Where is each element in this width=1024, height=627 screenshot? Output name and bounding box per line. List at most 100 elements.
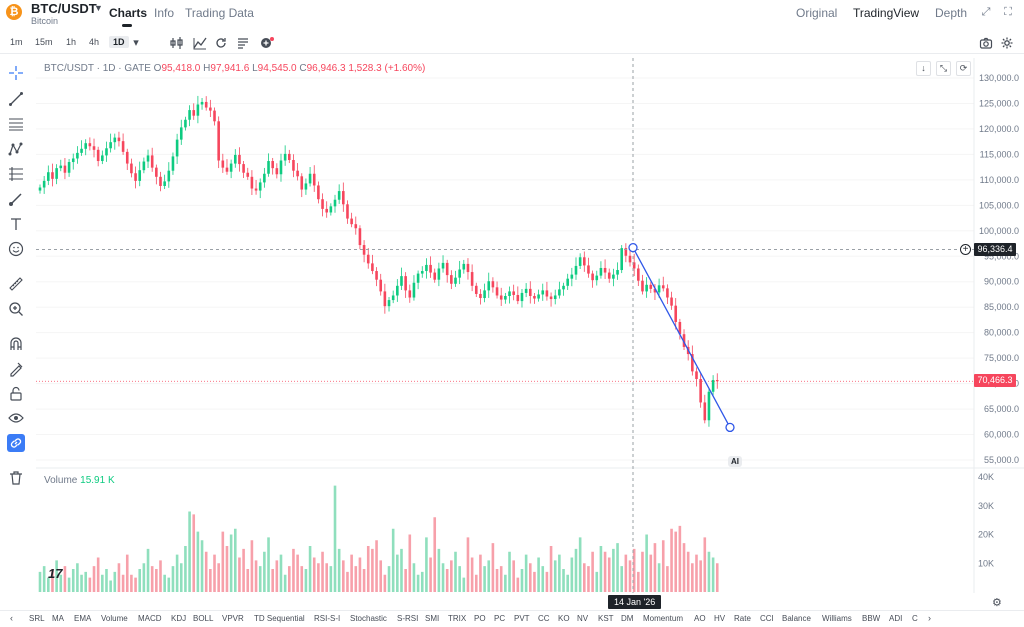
volume-bar [400, 548, 403, 592]
fullscreen-icon[interactable]: ⛶ [1004, 6, 1012, 18]
indicator-item[interactable]: BOLL [193, 614, 214, 623]
crosshair-tool-icon[interactable] [7, 64, 25, 82]
indicator-item[interactable]: TRIX [448, 614, 467, 623]
timeframe-15m[interactable]: 15m [35, 37, 53, 47]
axis-settings-icon[interactable]: ⚙ [992, 597, 1002, 609]
indicator-item[interactable]: TD Sequential [254, 614, 305, 623]
candle-type-icon[interactable] [170, 36, 184, 50]
indicator-item[interactable]: BBW [862, 614, 881, 623]
indicator-item[interactable]: HV [714, 614, 726, 623]
indicator-item[interactable]: PVT [514, 614, 530, 623]
volume-bar [117, 563, 121, 592]
add-indicator-icon[interactable] [259, 36, 274, 50]
indicator-item[interactable]: MA [52, 614, 64, 623]
volume-bar [661, 540, 665, 592]
indicator-item[interactable]: CC [538, 614, 550, 623]
indicator-item[interactable]: PO [474, 614, 486, 623]
tab-info[interactable]: Info [154, 6, 175, 20]
view-tradingview[interactable]: TradingView [853, 6, 920, 20]
volume-bar [599, 546, 603, 592]
add-alert-icon[interactable]: + [960, 244, 971, 255]
pair-selector[interactable]: BTC/USDT [31, 1, 97, 16]
candle-body [175, 139, 179, 157]
expand-icon[interactable]: ⤢ [981, 6, 991, 18]
view-depth[interactable]: Depth [935, 6, 968, 20]
trash-icon[interactable] [7, 469, 25, 487]
indicator-item[interactable]: ADI [889, 614, 903, 623]
indicator-item[interactable]: Stochastic [350, 614, 387, 623]
volume-bar [695, 554, 698, 592]
text-tool-icon[interactable] [7, 215, 25, 233]
candle-body [450, 275, 453, 284]
volume-bar [225, 546, 229, 592]
ruler-icon[interactable] [7, 275, 25, 293]
refresh-icon[interactable]: ⟳ [956, 61, 971, 76]
camera-icon[interactable] [979, 36, 993, 50]
indicator-item[interactable]: EMA [74, 614, 92, 623]
indicator-item[interactable]: KDJ [171, 614, 187, 623]
indicator-item[interactable]: KO [558, 614, 570, 623]
candle-body [184, 119, 187, 128]
replay-icon[interactable] [214, 36, 228, 50]
link-icon[interactable] [7, 434, 25, 452]
volume-bar [612, 548, 615, 592]
trend-line-icon[interactable] [7, 90, 25, 108]
indicator-item[interactable]: NV [577, 614, 589, 623]
indicator-item[interactable]: CCI [760, 614, 774, 623]
indicator-item[interactable]: Momentum [643, 614, 684, 623]
timeframe-dropdown-icon[interactable]: ▾ [133, 37, 139, 49]
volume-bar [142, 563, 146, 592]
indicator-item[interactable]: KST [598, 614, 614, 623]
indicator-item[interactable]: S-RSI [397, 614, 419, 623]
chart-area[interactable]: 130,000.0 125,000.0 120,000.0 115,000.0 110,… [36, 58, 1024, 609]
timeframe-4h[interactable]: 4h [89, 37, 100, 47]
volume-bar [387, 566, 391, 592]
brush-icon[interactable] [7, 190, 25, 208]
unlock-icon[interactable] [7, 385, 25, 403]
indicators-icon[interactable] [193, 36, 207, 50]
timeframe-1m[interactable]: 1m [10, 37, 23, 47]
indicator-item[interactable]: Volume [101, 614, 128, 623]
fibonacci-icon[interactable] [7, 165, 25, 183]
zoom-in-icon[interactable] [7, 300, 25, 318]
magnet-icon[interactable] [7, 335, 25, 353]
collapse-icon[interactable]: ⤡ [936, 61, 951, 76]
indicator-item[interactable]: RSI-S-I [314, 614, 341, 623]
draw-lock-icon[interactable] [7, 360, 25, 378]
indicator-item[interactable]: AO [694, 614, 706, 623]
indicator-item[interactable]: MACD [138, 614, 162, 623]
price-chart[interactable]: 130,000.0 125,000.0 120,000.0 115,000.0 110,… [36, 58, 1024, 593]
scroll-down-icon[interactable]: ↓ [916, 61, 931, 76]
emoji-icon[interactable] [7, 240, 25, 258]
ai-badge[interactable]: AI [728, 456, 742, 467]
layout-icon[interactable] [236, 36, 250, 50]
indicator-item[interactable]: SRL [29, 614, 45, 623]
volume-bar [520, 569, 524, 592]
chevron-down-icon[interactable]: ▼ [94, 3, 103, 13]
indicator-item[interactable]: DM [621, 614, 634, 623]
scroll-right-icon[interactable]: › [928, 613, 931, 623]
volume-bar [321, 551, 324, 592]
indicator-item[interactable]: Balance [782, 614, 811, 623]
horizontal-lines-icon[interactable] [7, 115, 25, 133]
indicator-item[interactable]: Rate [734, 614, 751, 623]
volume-bar [38, 571, 42, 592]
pattern-tool-icon[interactable] [7, 140, 25, 158]
candle-body [512, 291, 515, 295]
tab-trading-data[interactable]: Trading Data [185, 6, 254, 20]
eye-icon[interactable] [7, 409, 25, 427]
candle-body [296, 170, 299, 177]
view-original[interactable]: Original [796, 6, 838, 20]
timeframe-1d[interactable]: 1D [109, 36, 129, 48]
indicator-item[interactable]: PC [494, 614, 506, 623]
settings-icon[interactable] [1000, 36, 1014, 50]
timeframe-1h[interactable]: 1h [66, 37, 77, 47]
indicator-item[interactable]: VPVR [222, 614, 244, 623]
scroll-left-icon[interactable]: ‹ [10, 613, 13, 623]
tab-charts[interactable]: Charts [109, 6, 148, 20]
candle-body [715, 380, 719, 382]
tradingview-logo[interactable]: 17 [48, 566, 63, 581]
indicator-item[interactable]: SMI [425, 614, 440, 623]
indicator-item[interactable]: C [912, 614, 918, 623]
indicator-item[interactable]: Williams [822, 614, 852, 623]
